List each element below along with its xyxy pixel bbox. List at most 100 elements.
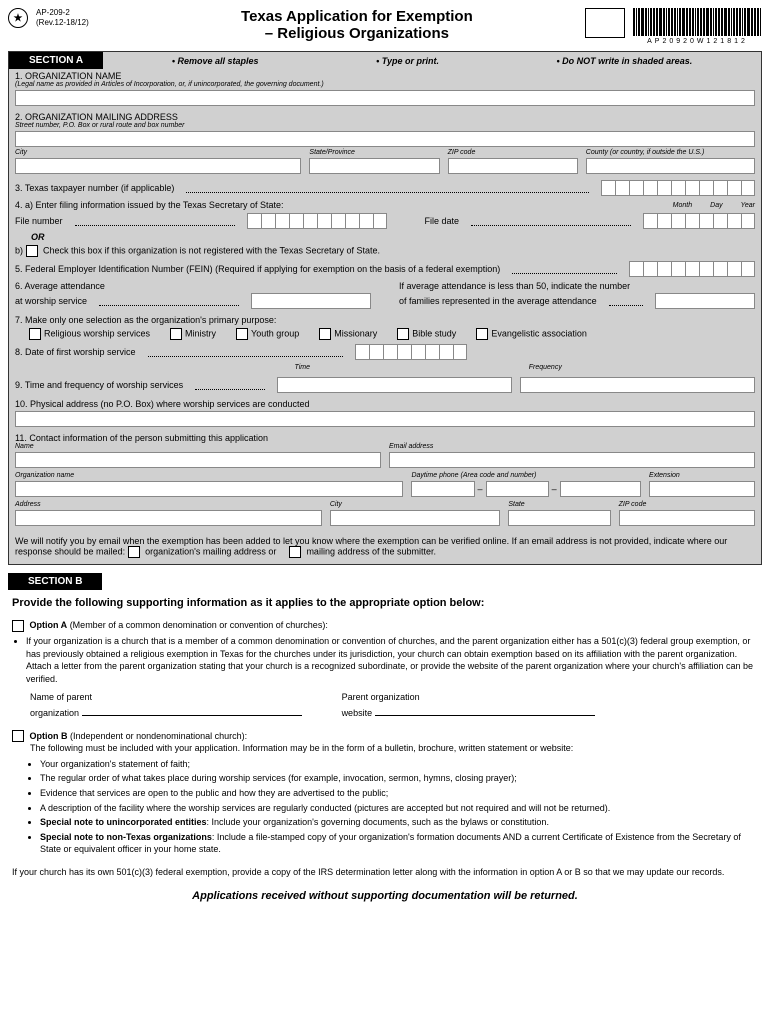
footer-note: Applications received without supporting… — [12, 889, 758, 904]
stamp-box — [585, 8, 625, 38]
field-7: 7. Make only one selection as the organi… — [9, 313, 761, 342]
physical-addr-input[interactable] — [15, 411, 755, 427]
contact-city-label: City — [330, 501, 500, 508]
notify-block: We will notify you by email when the exe… — [9, 530, 761, 564]
contact-org-input[interactable] — [15, 481, 403, 497]
state-seal-icon: ★ — [8, 8, 28, 28]
org-name-sublabel: (Legal name as provided in Articles of I… — [15, 81, 755, 88]
barcode-text: AP20920W121812 — [633, 38, 762, 45]
instr-staples: • Remove all staples — [172, 56, 259, 66]
filedate-cells[interactable] — [643, 213, 755, 229]
phone-area-input[interactable] — [411, 481, 474, 497]
contact-city-input[interactable] — [330, 510, 500, 526]
option-b-intro: The following must be included with your… — [30, 742, 758, 755]
section-a: SECTION A • Remove all staples • Type or… — [8, 51, 762, 565]
org-name-input[interactable] — [15, 90, 755, 106]
section-b-content: Provide the following supporting informa… — [8, 590, 762, 910]
option-b-title: Option B — [30, 731, 68, 741]
field-11: 11. Contact information of the person su… — [9, 431, 761, 530]
optb-bullet-1: Your organization's statement of faith; — [40, 758, 758, 771]
purpose-label: 7. Make only one selection as the organi… — [15, 315, 755, 325]
fein-cells[interactable] — [629, 261, 755, 277]
field-4b: b) Check this box if this organization i… — [15, 245, 755, 257]
state-label: State/Province — [309, 149, 439, 156]
attendance-sublabel: at worship service — [15, 296, 87, 306]
not-registered-checkbox[interactable] — [26, 245, 38, 257]
county-label: County (or country, if outside the U.S.) — [586, 149, 755, 156]
parent-website-input[interactable] — [375, 704, 595, 716]
phone-line-input[interactable] — [560, 481, 641, 497]
purpose-ministry-checkbox[interactable] — [170, 328, 182, 340]
contact-state-input[interactable] — [508, 510, 610, 526]
contact-name-input[interactable] — [15, 452, 381, 468]
page-title: Texas Application for Exemption – Religi… — [157, 8, 557, 42]
families-label2: of families represented in the average a… — [399, 296, 597, 306]
physical-addr-label: 10. Physical address (no P.O. Box) where… — [15, 399, 755, 409]
option-a-block: Option A (Member of a common denominatio… — [12, 619, 758, 719]
optb-sn2: Special note to non-Texas organizations:… — [40, 831, 758, 856]
county-input[interactable] — [586, 158, 755, 174]
attendance-input[interactable] — [251, 293, 371, 309]
form-revision: (Rev.12-18/12) — [36, 18, 89, 28]
form-number: AP-209-2 — [36, 8, 89, 18]
filenum-label: File number — [15, 216, 63, 226]
field-4: 4. a) Enter filing information issued by… — [9, 198, 761, 259]
option-a-bullet: If your organization is a church that is… — [26, 635, 758, 685]
instr-type: • Type or print. — [376, 56, 439, 66]
contact-state-label: State — [508, 501, 610, 508]
contact-phone-label: Daytime phone (Area code and number) — [411, 472, 641, 479]
field-6: 6. Average attendance at worship service… — [9, 279, 761, 313]
city-input[interactable] — [15, 158, 301, 174]
filenum-cells[interactable] — [247, 213, 387, 229]
first-service-cells[interactable] — [355, 344, 467, 360]
instr-shaded: • Do NOT write in shaded areas. — [557, 56, 693, 66]
field-9: 9. Time and frequency of worship service… — [9, 373, 761, 397]
field-2: 2. ORGANIZATION MAILING ADDRESS Street n… — [9, 110, 761, 178]
barcode-block: AP20920W121812 — [633, 8, 762, 45]
optb-bullet-2: The regular order of what takes place du… — [40, 772, 758, 785]
purpose-youth-checkbox[interactable] — [236, 328, 248, 340]
freq-input[interactable] — [520, 377, 755, 393]
contact-addr-input[interactable] — [15, 510, 322, 526]
purpose-bible-checkbox[interactable] — [397, 328, 409, 340]
purpose-worship-checkbox[interactable] — [29, 328, 41, 340]
families-input[interactable] — [655, 293, 755, 309]
dots — [186, 183, 589, 193]
time-input[interactable] — [277, 377, 512, 393]
mailing-addr-label: 2. ORGANIZATION MAILING ADDRESS — [15, 112, 755, 122]
contact-zip-input[interactable] — [619, 510, 755, 526]
option-b-checkbox[interactable] — [12, 730, 24, 742]
zip-label: ZIP code — [448, 149, 578, 156]
fein-label: 5. Federal Employer Identification Numbe… — [15, 264, 500, 274]
families-label1: If average attendance is less than 50, i… — [399, 281, 755, 291]
contact-addr-label: Address — [15, 501, 322, 508]
contact-email-input[interactable] — [389, 452, 755, 468]
attendance-label: 6. Average attendance — [15, 281, 371, 291]
date-labels: MonthDayYear — [673, 202, 755, 209]
notify-org-checkbox[interactable] — [128, 546, 140, 558]
contact-ext-label: Extension — [649, 472, 755, 479]
notify-submitter-checkbox[interactable] — [289, 546, 301, 558]
zip-input[interactable] — [448, 158, 578, 174]
field-3: 3. Texas taxpayer number (if applicable) — [9, 178, 761, 198]
freq-label: Frequency — [529, 364, 755, 371]
contact-email-label: Email address — [389, 443, 755, 450]
optb-bullet-3: Evidence that services are open to the p… — [40, 787, 758, 800]
purpose-evangelistic-checkbox[interactable] — [476, 328, 488, 340]
contact-name-label: Name — [15, 443, 381, 450]
section-a-label: SECTION A — [9, 52, 103, 69]
purpose-missionary-checkbox[interactable] — [319, 328, 331, 340]
taxpayer-label: 3. Texas taxpayer number (if applicable) — [15, 183, 174, 193]
parent-org-input[interactable] — [82, 704, 302, 716]
time-freq-label: 9. Time and frequency of worship service… — [15, 380, 183, 390]
taxpayer-cells[interactable] — [601, 180, 755, 196]
contact-zip-label: ZIP code — [619, 501, 755, 508]
section-a-header: SECTION A • Remove all staples • Type or… — [9, 52, 761, 69]
contact-ext-input[interactable] — [649, 481, 755, 497]
mailing-addr-input[interactable] — [15, 131, 755, 147]
state-input[interactable] — [309, 158, 439, 174]
phone-prefix-input[interactable] — [486, 481, 549, 497]
section-b-heading: Provide the following supporting informa… — [12, 596, 758, 611]
barcode-icon — [633, 8, 762, 36]
option-a-checkbox[interactable] — [12, 620, 24, 632]
